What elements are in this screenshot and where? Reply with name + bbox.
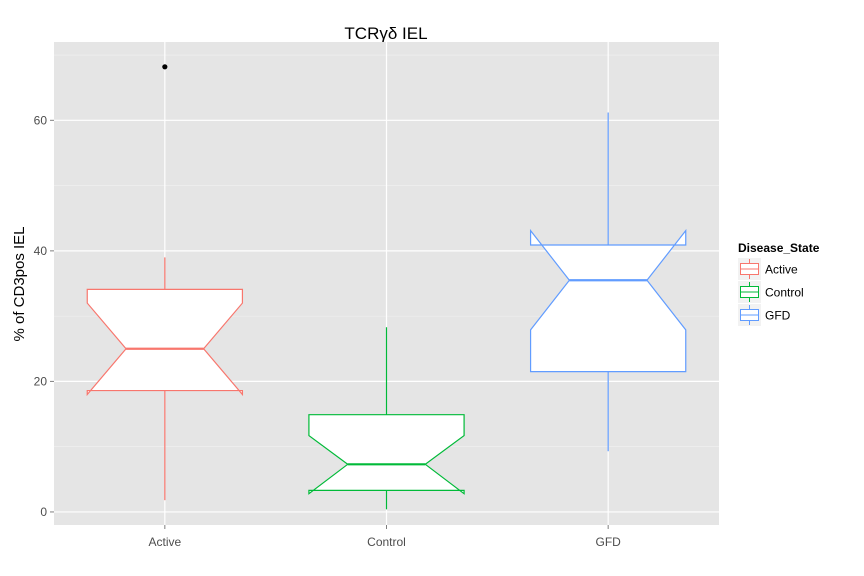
y-tick-label: 20 (34, 374, 48, 388)
notched-box (308, 414, 465, 495)
notched-box (86, 288, 244, 397)
y-axis-ticks: 0 20 40 60 (34, 113, 54, 519)
legend-label: Active (765, 263, 798, 277)
boxes (86, 64, 687, 510)
outlier-point (162, 64, 168, 70)
box-active (86, 64, 244, 501)
legend-item-active: Active (738, 258, 798, 280)
legend-label: GFD (765, 309, 791, 323)
box-gfd (529, 112, 687, 452)
box-control (308, 327, 465, 510)
y-tick-label: 0 (40, 505, 47, 519)
x-tick-label: Control (367, 535, 406, 549)
legend-item-gfd: GFD (738, 304, 791, 326)
x-axis-ticks: Active Control GFD (148, 525, 621, 549)
legend-title: Disease_State (738, 241, 820, 255)
y-axis-title: % of CD3pos IEL (11, 226, 28, 341)
legend: Disease_State Active Control GFD (738, 241, 820, 326)
chart-title: TCRγδ IEL (344, 24, 427, 43)
x-tick-label: Active (148, 535, 181, 549)
x-tick-label: GFD (595, 535, 621, 549)
legend-label: Control (765, 286, 804, 300)
notched-box (529, 228, 687, 373)
y-tick-label: 60 (34, 113, 48, 127)
y-tick-label: 40 (34, 244, 48, 258)
legend-item-control: Control (738, 281, 804, 303)
